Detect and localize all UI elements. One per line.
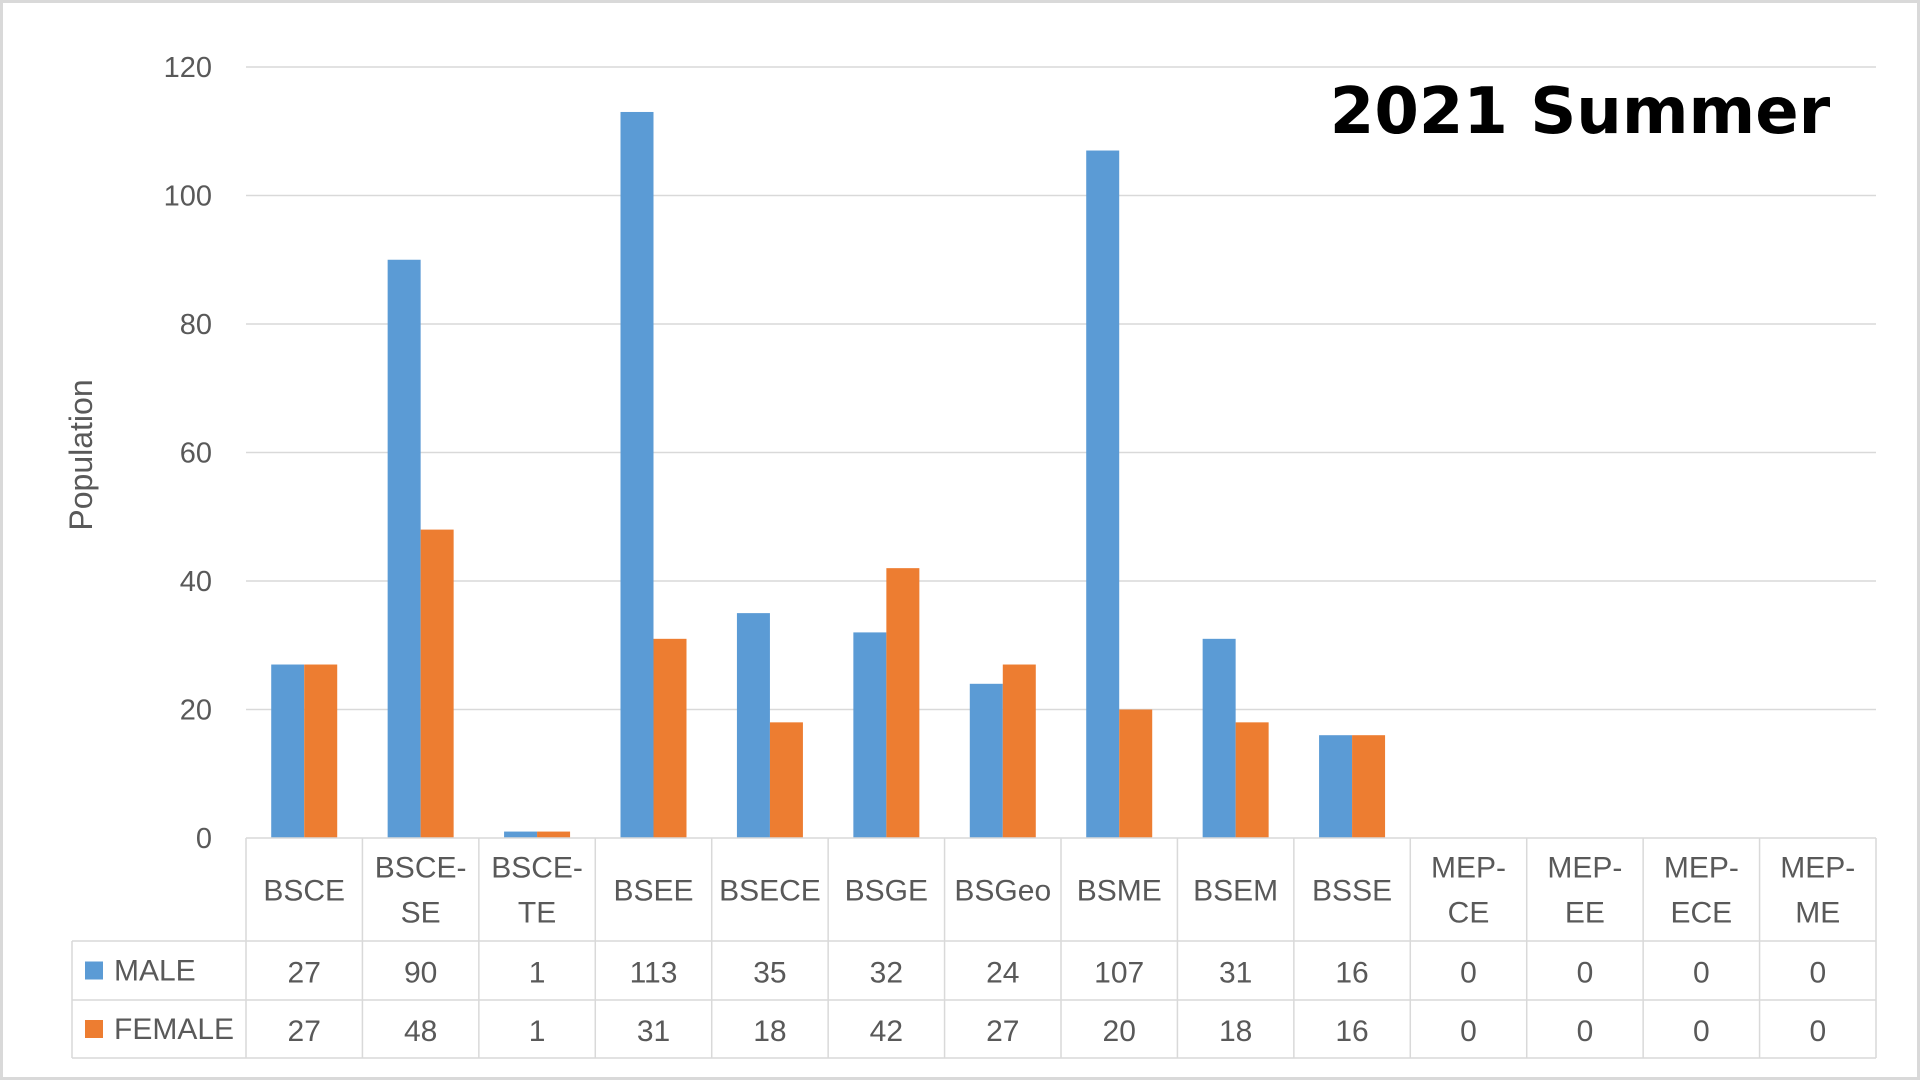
data-label-female: 16: [1335, 1015, 1368, 1048]
data-label-male: 31: [1219, 957, 1252, 990]
data-label-female: 0: [1460, 1015, 1477, 1048]
bar-male-bsge: [853, 632, 887, 838]
y-axis-ticks: 0 20 40 60 80 100 120: [164, 52, 212, 855]
category-label: BSEM: [1193, 875, 1278, 908]
bar-male-bsse: [1319, 735, 1353, 838]
legend-key-male: [85, 961, 103, 980]
category-label: BSGE: [845, 875, 928, 908]
bar-female-bsce: [304, 664, 338, 838]
data-label-male: 0: [1693, 957, 1710, 990]
bar-female-bsce-se: [420, 529, 454, 838]
grid-lines: [246, 66, 1876, 711]
category-label: CE: [1448, 897, 1490, 930]
data-label-male: 113: [630, 957, 678, 990]
y-axis-label: Population: [63, 379, 99, 530]
data-label-male: 90: [404, 957, 437, 990]
data-label-female: 0: [1809, 1015, 1826, 1048]
category-label: SE: [401, 897, 441, 930]
category-label: BSCE-: [491, 852, 583, 885]
data-label-female: 18: [753, 1015, 786, 1048]
category-label: ME: [1795, 897, 1840, 930]
data-label-female: 1: [529, 1015, 546, 1048]
bar-female-bsee: [653, 638, 687, 838]
y-tick-label: 80: [180, 309, 212, 341]
y-tick-label: 60: [180, 438, 212, 470]
bar-female-bsece: [769, 722, 803, 838]
data-label-female: 0: [1693, 1015, 1710, 1048]
bar-male-bsce: [271, 664, 305, 838]
data-label-male: 0: [1577, 957, 1594, 990]
data-label-female: 27: [986, 1015, 1019, 1048]
data-table: BSCE BSCE- SE BSCE- TE BSEE BSECE BSGE BSGeo BSME…: [71, 837, 1877, 1059]
bar-male-bsem: [1202, 638, 1236, 838]
bar-female-bsce-te: [537, 831, 571, 838]
data-label-male: 0: [1809, 957, 1826, 990]
bars: [271, 111, 1386, 839]
data-label-male: 35: [753, 957, 786, 990]
bar-male-bsme: [1086, 150, 1120, 838]
bar-female-bsgeo: [1002, 664, 1036, 838]
bar-female-bsme: [1119, 709, 1153, 838]
category-label: EE: [1565, 897, 1605, 930]
data-label-male: 27: [288, 957, 321, 990]
data-label-male: 24: [986, 957, 1019, 990]
category-label: MEP-: [1547, 852, 1622, 885]
data-label-female: 31: [637, 1015, 670, 1048]
data-label-male: 1: [529, 957, 546, 990]
data-label-male: 32: [870, 957, 903, 990]
bar-female-bsse: [1352, 735, 1386, 838]
data-label-female: 18: [1219, 1015, 1252, 1048]
data-label-male: 0: [1460, 957, 1477, 990]
y-tick-label: 40: [180, 566, 212, 598]
category-label: TE: [518, 897, 556, 930]
category-label: MEP-: [1780, 852, 1855, 885]
data-label-female: 42: [870, 1015, 903, 1048]
category-label: BSCE-: [375, 852, 467, 885]
category-label: BSCE: [263, 875, 345, 908]
bar-male-bsce-te: [504, 831, 538, 838]
y-tick-label: 20: [180, 695, 212, 727]
data-label-male: 16: [1335, 957, 1368, 990]
bar-male-bsee: [620, 111, 654, 839]
category-label: ECE: [1671, 897, 1733, 930]
bar-female-bsge: [886, 568, 920, 838]
data-label-female: 0: [1577, 1015, 1594, 1048]
y-tick-label: 100: [164, 181, 212, 213]
category-label: BSEE: [613, 875, 693, 908]
bar-male-bsgeo: [969, 683, 1003, 838]
category-label: MEP-: [1431, 852, 1506, 885]
data-label-male: 107: [1094, 957, 1144, 990]
category-label: BSME: [1077, 875, 1162, 908]
category-label: BSGeo: [954, 875, 1051, 908]
category-label: BSSE: [1312, 875, 1392, 908]
category-label: BSECE: [719, 875, 821, 908]
legend-key-female: [85, 1020, 103, 1038]
data-label-female: 48: [404, 1015, 437, 1048]
data-label-female: 27: [288, 1015, 321, 1048]
bar-male-bsece: [736, 613, 770, 838]
legend-label-female: FEMALE: [114, 1013, 234, 1046]
bar-female-bsem: [1235, 722, 1269, 838]
y-tick-label: 120: [164, 52, 212, 84]
data-label-female: 20: [1103, 1015, 1136, 1048]
bar-male-bsce-se: [387, 259, 421, 838]
legend-label-male: MALE: [114, 955, 196, 988]
category-label: MEP-: [1664, 852, 1739, 885]
y-tick-label: 0: [196, 823, 212, 855]
chart-title: 2021 Summer: [1330, 75, 1831, 149]
